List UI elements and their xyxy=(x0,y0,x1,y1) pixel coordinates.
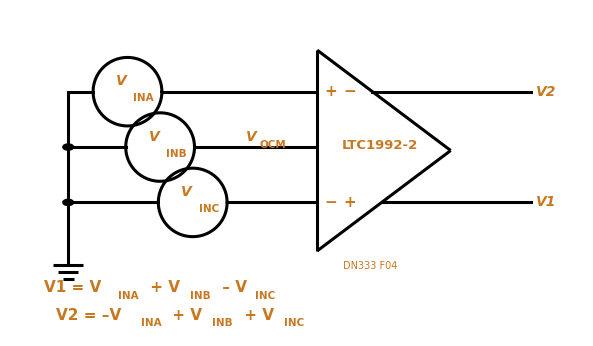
Text: −: − xyxy=(343,84,356,99)
Text: V2: V2 xyxy=(535,85,556,99)
Text: INA: INA xyxy=(133,93,154,103)
Text: V: V xyxy=(246,130,257,144)
Text: + V: + V xyxy=(145,280,180,295)
Text: V1 = V: V1 = V xyxy=(44,280,102,295)
Text: INA: INA xyxy=(141,318,161,328)
Text: – V: – V xyxy=(216,280,247,295)
Circle shape xyxy=(63,199,74,206)
Text: + V: + V xyxy=(239,308,274,323)
Text: V: V xyxy=(116,74,127,88)
Text: V: V xyxy=(149,130,160,144)
Text: V: V xyxy=(181,185,192,199)
Text: INC: INC xyxy=(199,204,219,214)
Text: −: − xyxy=(324,195,337,210)
Text: + V: + V xyxy=(167,308,202,323)
Text: INC: INC xyxy=(284,318,304,328)
Text: OCM: OCM xyxy=(259,140,286,150)
Text: INB: INB xyxy=(212,318,233,328)
Text: INB: INB xyxy=(190,291,211,301)
Text: LTC1992-2: LTC1992-2 xyxy=(342,139,417,152)
Text: +: + xyxy=(343,195,356,210)
Text: +: + xyxy=(324,84,337,99)
Text: INB: INB xyxy=(166,149,187,159)
Circle shape xyxy=(63,144,74,150)
Text: V2 = –V: V2 = –V xyxy=(56,308,122,323)
Text: INC: INC xyxy=(256,291,276,301)
Text: DN333 F04: DN333 F04 xyxy=(343,261,398,271)
Text: V1: V1 xyxy=(535,195,556,209)
Text: INA: INA xyxy=(119,291,139,301)
